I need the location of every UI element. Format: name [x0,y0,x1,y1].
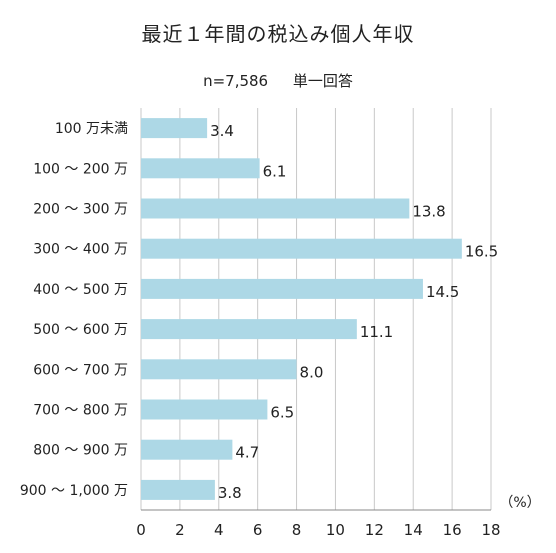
x-tick-label: 14 [404,521,423,539]
bar-9 [141,479,215,500]
bar-4 [141,278,423,299]
x-tick-label: 12 [365,521,384,539]
value-label: 11.1 [360,323,393,341]
bar-1 [141,158,260,179]
chart-title: 最近１年間の税込み個人年収 [141,22,415,46]
x-tick-label: 0 [136,521,146,539]
category-label: 100 〜 200 万 [33,161,128,177]
value-label: 14.5 [426,283,459,301]
bar-6 [141,359,297,380]
bar-8 [141,439,233,460]
value-label: 6.1 [263,162,287,180]
category-label: 400 〜 500 万 [33,282,128,298]
x-tick-label: 2 [175,521,185,539]
value-label: 8.0 [300,363,324,381]
value-label: 13.8 [412,203,445,221]
category-label: 300 〜 400 万 [33,242,128,258]
answer-type-label: 単一回答 [292,72,353,90]
chart-subtitle: n=7,586 単一回答 [0,70,556,91]
category-label: 100 万未満 [55,121,128,137]
value-label: 4.7 [235,444,259,462]
x-tick-label: 6 [253,521,263,539]
category-label: 700 〜 800 万 [33,403,128,419]
category-label: 900 〜 1,000 万 [20,483,128,499]
x-unit-label: （%） [499,495,540,511]
bar-2 [141,198,410,219]
sample-size-label: n=7,586 [203,72,269,90]
bar-0 [141,118,208,139]
value-label: 6.5 [270,404,294,422]
value-label: 3.4 [210,122,234,140]
category-label: 200 〜 300 万 [33,202,128,218]
x-tick-label: 4 [214,521,224,539]
x-tick-label: 10 [326,521,345,539]
value-label: 16.5 [465,243,498,261]
category-label: 600 〜 700 万 [33,362,128,378]
value-label: 3.8 [218,484,242,502]
x-tick-label: 18 [481,521,500,539]
bar-3 [141,238,462,259]
bar-7 [141,399,268,420]
bar-5 [141,319,357,340]
x-tick-label: 16 [443,521,462,539]
category-label: 500 〜 600 万 [33,322,128,338]
category-label: 800 〜 900 万 [33,443,128,459]
x-tick-label: 8 [292,521,302,539]
